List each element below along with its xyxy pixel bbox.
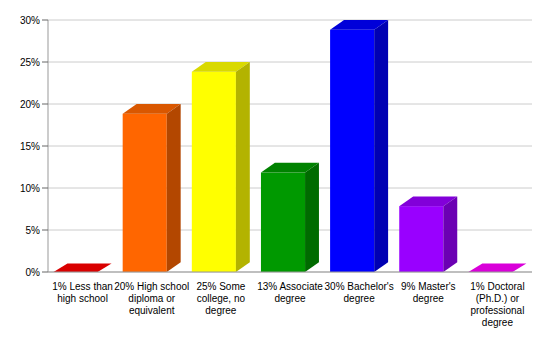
svg-text:25% Somecollege, nodegree: 25% Somecollege, nodegree <box>196 281 245 316</box>
svg-text:1% Doctoral(Ph.D.) orprofessio: 1% Doctoral(Ph.D.) orprofessionaldegree <box>470 281 524 328</box>
svg-text:25%: 25% <box>20 57 40 68</box>
svg-text:0%: 0% <box>26 267 41 278</box>
svg-text:5%: 5% <box>26 225 41 236</box>
svg-text:15%: 15% <box>20 141 40 152</box>
svg-text:20% High schooldiploma orequiv: 20% High schooldiploma orequivalent <box>114 281 189 316</box>
svg-text:30% Bachelor'sdegree: 30% Bachelor'sdegree <box>325 281 394 304</box>
svg-text:10%: 10% <box>20 183 40 194</box>
svg-text:9% Master'sdegree: 9% Master'sdegree <box>401 281 456 304</box>
svg-text:1% Less thanhigh school: 1% Less thanhigh school <box>52 281 113 304</box>
svg-text:30%: 30% <box>20 15 40 26</box>
svg-text:20%: 20% <box>20 99 40 110</box>
svg-text:13% Associatedegree: 13% Associatedegree <box>257 281 323 304</box>
